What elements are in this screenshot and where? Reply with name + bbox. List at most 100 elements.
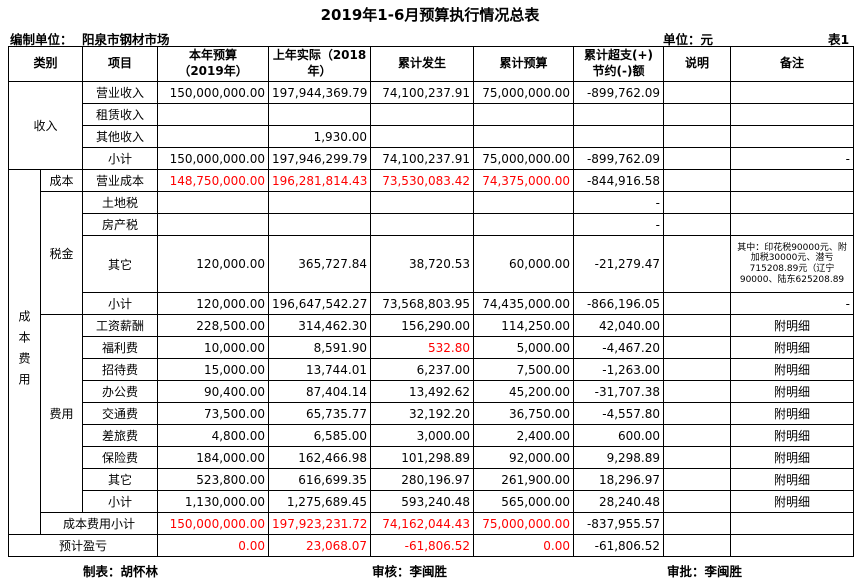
cell-cum-budget: 36,750.00 [473,402,575,425]
row-expense-other: 其它 523,800.00 616,699.35 280,196.97 261,… [9,468,855,491]
cell-cum-actual: 74,162,044.43 [370,512,475,535]
cell-note [663,424,732,447]
cell-budget-2019: 184,000.00 [157,446,270,469]
cell-cum-budget: 565,000.00 [473,490,575,513]
col-header-variance: 累计超支(+) 节约(-)额 [573,46,665,82]
currency-unit-label: 单位：元 [663,32,714,47]
row-entertainment: 招待费 15,000.00 13,744.01 6,237.00 7,500.0… [9,358,855,381]
cell-budget-2019: 150,000,000.00 [157,147,270,170]
row-insurance: 保险费 184,000.00 162,466.98 101,298.89 92,… [9,446,855,469]
cell-cum-actual: 593,240.48 [370,490,475,513]
cell-cum-budget: 0.00 [473,534,575,557]
cell-actual-2018: 197,944,369.79 [268,81,372,104]
cell-actual-2018: 196,647,542.27 [268,292,372,315]
cell-cum-budget: 5,000.00 [473,336,575,359]
cell-note [663,81,732,104]
cell-remark: 附明细 [730,380,855,403]
cell-variance: - [573,191,665,214]
col-header-budget-2019: 本年预算 （2019年） [157,46,270,82]
cell-variance: -1,263.00 [573,358,665,381]
cell-budget-2019: 15,000.00 [157,358,270,381]
col-header-cum-actual: 累计发生 [370,46,475,82]
cell-note [663,512,732,535]
row-travel: 差旅费 4,800.00 6,585.00 3,000.00 2,400.00 … [9,424,855,447]
col-header-cum-budget: 累计预算 [473,46,575,82]
cell-note [663,468,732,491]
cell-note [663,213,732,236]
cell-variance: -61,806.52 [573,534,665,557]
page-title: 2019年1-6月预算执行情况总表 [320,6,540,24]
cell-variance: -899,762.09 [573,81,665,104]
cell-item-label: 小计 [82,490,159,513]
cell-item-label: 预计盈亏 [7,534,159,557]
cell-cum-budget: 75,000,000.00 [473,147,575,170]
cell-budget-2019 [157,103,270,126]
row-property-tax: 房产税 - [9,213,855,236]
cell-cum-budget [473,213,575,236]
col-header-remark: 备注 [730,46,855,82]
footer-maker: 制表：胡怀林 [83,564,159,579]
cell-cum-budget: 2,400.00 [473,424,575,447]
row-tax-other: 其它 120,000.00 365,727.84 38,720.53 60,00… [9,235,855,293]
cell-actual-2018: 197,946,299.79 [268,147,372,170]
cell-item-label: 交通费 [82,402,159,425]
cell-variance: -844,916.58 [573,169,665,192]
cell-budget-2019: 228,500.00 [157,314,270,337]
cell-item-label: 其他收入 [82,125,159,148]
cell-actual-2018 [268,103,372,126]
cell-budget-2019: 90,400.00 [157,380,270,403]
cell-cum-actual [370,213,475,236]
cell-remark [730,191,855,214]
cell-remark: 附明细 [730,358,855,381]
cell-item-label: 小计 [82,147,159,170]
cell-budget-2019: 10,000.00 [157,336,270,359]
cell-variance: -4,557.80 [573,402,665,425]
footer-approver: 审批：李闽胜 [667,564,743,579]
cell-cum-actual: 280,196.97 [370,468,475,491]
cell-item-label: 其它 [82,468,159,491]
row-land-tax: 税金 土地税 - [9,191,855,315]
cell-cum-actual: 3,000.00 [370,424,475,447]
row-transport: 交通费 73,500.00 65,735.77 32,192.20 36,750… [9,402,855,425]
cell-cum-actual: 74,100,237.91 [370,147,475,170]
cell-actual-2018: 314,462.30 [268,314,372,337]
cell-budget-2019: 73,500.00 [157,402,270,425]
cell-item-label: 差旅费 [82,424,159,447]
cell-note [663,358,732,381]
cell-budget-2019: 150,000,000.00 [157,512,270,535]
cell-cum-budget: 261,900.00 [473,468,575,491]
cell-budget-2019: 0.00 [157,534,270,557]
cell-remark: 附明细 [730,468,855,491]
cell-actual-2018: 23,068.07 [268,534,372,557]
cell-variance: -899,762.09 [573,147,665,170]
cell-budget-2019: 1,130,000.00 [157,490,270,513]
row-salary: 费用 工资薪酬 228,500.00 314,462.30 156,290.00… [9,314,855,513]
cell-cum-budget: 75,000,000.00 [473,512,575,535]
cell-actual-2018 [268,191,372,214]
cell-cum-actual [370,125,475,148]
cell-note [663,103,732,126]
cell-remark: 附明细 [730,402,855,425]
row-operating-cost: 成本费用 成本 营业成本 148,750,000.00 196,281,814.… [8,169,855,535]
cell-cum-actual: 532.80 [370,336,475,359]
cell-actual-2018: 197,923,231.72 [268,512,372,535]
cell-note [663,147,732,170]
cell-actual-2018: 13,744.01 [268,358,372,381]
cell-actual-2018 [268,213,372,236]
cell-cum-actual [370,191,475,214]
budget-table: 类别 项目 本年预算 （2019年） 上年实际（2018 年） 累计发生 累计预… [7,46,855,557]
cell-note [663,191,732,214]
cell-remark [730,81,855,104]
cell-item-label: 其它 [82,235,159,293]
cell-item-label: 房产税 [82,213,159,236]
col-header-item: 项目 [82,46,159,82]
cell-cum-budget: 75,000,000.00 [473,81,575,104]
cell-cum-budget: 74,435,000.00 [473,292,575,315]
cell-variance [573,103,665,126]
cell-note [663,446,732,469]
cell-item-label: 工资薪酬 [82,314,159,337]
cell-item-label: 保险费 [82,446,159,469]
group-cell-income: 收入 [7,81,84,170]
cell-cum-actual: 73,530,083.42 [370,169,475,192]
cell-note [663,292,732,315]
